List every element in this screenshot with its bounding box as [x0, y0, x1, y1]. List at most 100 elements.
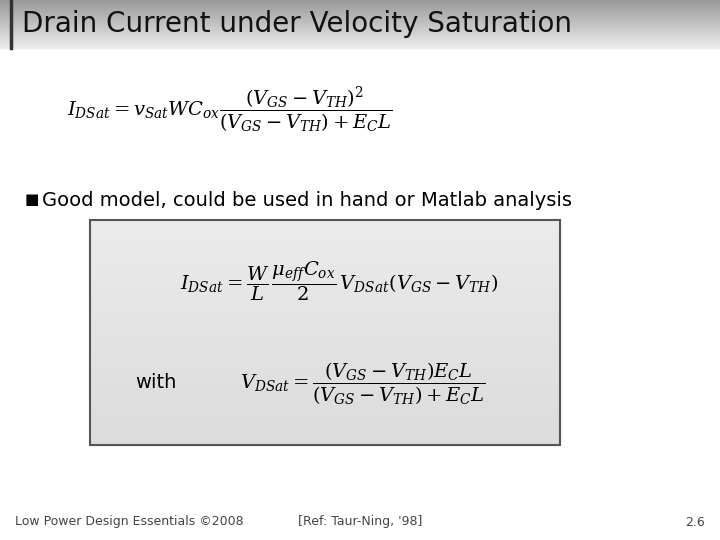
Bar	[90, 284, 560, 285]
Bar	[90, 281, 560, 282]
Text: with: with	[135, 373, 176, 392]
Bar	[90, 405, 560, 406]
Bar	[0, 15, 720, 16]
Bar	[0, 28, 720, 29]
Bar	[90, 294, 560, 295]
Bar	[90, 421, 560, 422]
Bar	[90, 435, 560, 436]
Bar	[0, 23, 720, 24]
Bar	[90, 338, 560, 339]
Bar	[90, 339, 560, 340]
Bar	[90, 226, 560, 227]
Bar	[90, 255, 560, 256]
Bar	[90, 343, 560, 344]
Bar	[90, 352, 560, 353]
Bar	[90, 275, 560, 276]
Bar	[90, 416, 560, 417]
Bar	[90, 256, 560, 257]
Bar	[90, 353, 560, 354]
Bar	[90, 422, 560, 423]
Bar	[90, 381, 560, 382]
Bar	[0, 31, 720, 32]
Bar	[90, 268, 560, 269]
Bar	[90, 262, 560, 263]
Bar	[90, 398, 560, 399]
Bar	[90, 386, 560, 387]
Bar	[90, 227, 560, 228]
Bar	[0, 36, 720, 37]
Bar	[90, 423, 560, 424]
Bar	[90, 238, 560, 239]
Bar	[90, 359, 560, 360]
Bar	[90, 278, 560, 279]
Bar	[90, 231, 560, 232]
Bar	[90, 225, 560, 226]
Bar	[90, 370, 560, 371]
Bar	[0, 29, 720, 30]
Bar	[90, 289, 560, 290]
Bar	[90, 311, 560, 312]
Bar	[90, 248, 560, 249]
Bar	[90, 364, 560, 365]
Bar	[90, 349, 560, 350]
Bar	[90, 404, 560, 405]
Bar	[90, 399, 560, 400]
Bar	[90, 377, 560, 378]
Bar	[0, 10, 720, 11]
Bar	[90, 241, 560, 242]
Bar	[90, 318, 560, 319]
Bar	[0, 34, 720, 35]
Bar	[90, 243, 560, 244]
Bar	[90, 242, 560, 243]
Bar	[90, 258, 560, 259]
Bar	[90, 440, 560, 441]
Bar	[90, 330, 560, 331]
Bar	[90, 393, 560, 394]
Bar	[0, 26, 720, 27]
Bar	[90, 347, 560, 348]
Bar	[90, 438, 560, 439]
Bar	[0, 44, 720, 45]
Bar	[90, 431, 560, 432]
Bar	[90, 306, 560, 307]
Bar	[0, 18, 720, 19]
Bar	[90, 335, 560, 336]
Bar	[90, 324, 560, 325]
Bar	[90, 369, 560, 370]
Bar	[90, 429, 560, 430]
Bar	[90, 418, 560, 419]
Bar	[0, 46, 720, 47]
Bar	[90, 239, 560, 240]
Bar	[90, 288, 560, 289]
Bar	[90, 295, 560, 296]
Bar	[90, 394, 560, 395]
Bar	[90, 274, 560, 275]
Bar	[0, 30, 720, 31]
Bar	[90, 415, 560, 416]
Bar	[0, 21, 720, 22]
Bar	[90, 224, 560, 225]
Bar	[90, 229, 560, 230]
Text: [Ref: Taur-Ning, '98]: [Ref: Taur-Ning, '98]	[298, 516, 422, 529]
Bar	[90, 379, 560, 380]
Bar	[90, 426, 560, 427]
Bar	[90, 232, 560, 233]
Bar	[90, 374, 560, 375]
Bar	[90, 436, 560, 437]
Bar	[90, 286, 560, 287]
Bar	[0, 40, 720, 41]
Bar	[90, 384, 560, 385]
Bar	[90, 383, 560, 384]
Bar	[90, 408, 560, 409]
Bar	[90, 257, 560, 258]
Bar	[90, 234, 560, 235]
Bar	[0, 47, 720, 48]
Bar	[0, 35, 720, 36]
Bar	[90, 270, 560, 271]
Bar	[90, 346, 560, 347]
Bar	[90, 336, 560, 337]
Bar	[0, 25, 720, 26]
Bar	[90, 298, 560, 299]
Bar	[0, 11, 720, 12]
Bar	[0, 38, 720, 39]
